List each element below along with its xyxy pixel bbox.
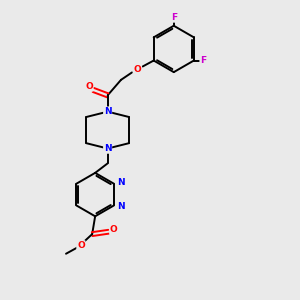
Text: N: N bbox=[104, 107, 111, 116]
Text: O: O bbox=[77, 241, 85, 250]
Text: N: N bbox=[117, 178, 124, 187]
Text: N: N bbox=[104, 144, 111, 153]
Text: N: N bbox=[117, 202, 124, 211]
Text: O: O bbox=[110, 225, 118, 234]
Text: O: O bbox=[134, 65, 141, 74]
Text: O: O bbox=[85, 82, 93, 91]
Text: F: F bbox=[171, 13, 177, 22]
Text: F: F bbox=[200, 56, 206, 65]
